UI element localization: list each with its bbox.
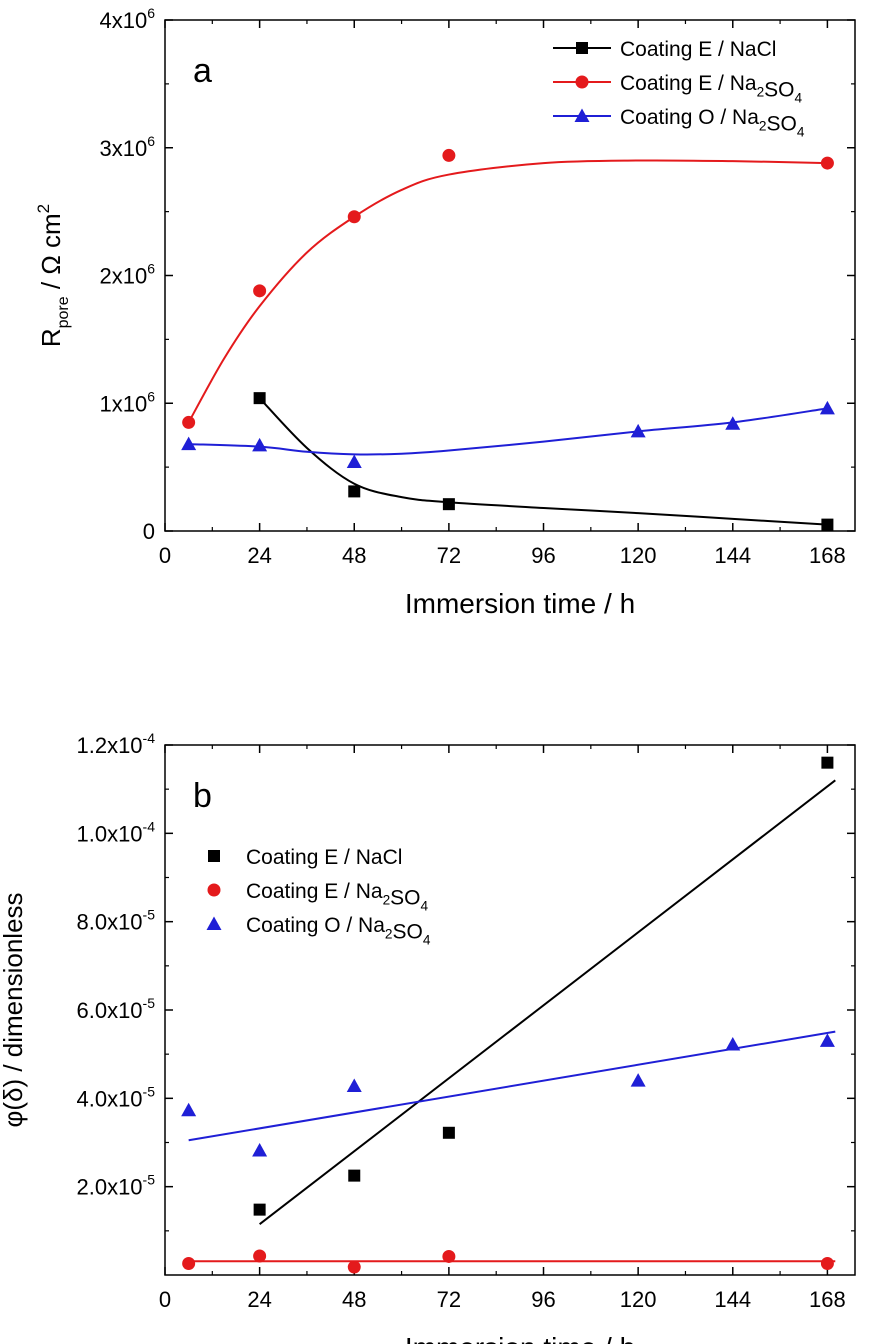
- chart-panel-a: 0 24 48 72 96 120 144 168 0 1x106 2x106 3x106 4x106 I…: [34, 5, 856, 619]
- y-tick-label: 8.0x10-5: [76, 907, 155, 935]
- x-axis-label: Immersion time / h: [405, 1332, 635, 1344]
- data-point: [181, 1102, 197, 1117]
- x-tick-label: 72: [437, 1287, 461, 1312]
- legend-label: Coating E / NaCl: [620, 38, 776, 61]
- x-tick-label: 96: [531, 1287, 555, 1312]
- legend-label: Coating O / Na2SO4: [620, 106, 805, 140]
- x-axis-label: Immersion time / h: [405, 588, 635, 619]
- data-point: [630, 1073, 646, 1087]
- y-axis-label: φ(δ) / dimensionless: [0, 892, 28, 1127]
- data-point: [182, 1257, 196, 1271]
- x-tick-label: 48: [342, 543, 366, 568]
- series-3: [181, 1030, 836, 1157]
- legend-marker: [208, 850, 220, 862]
- legend-entry: Coating E / Na2SO4: [207, 880, 429, 914]
- y-tick-label: 6.0x10-5: [76, 995, 155, 1023]
- x-tick-label: 144: [714, 1287, 751, 1312]
- legend-marker: [576, 42, 588, 54]
- data-point: [348, 1169, 361, 1182]
- data-point: [253, 1249, 267, 1263]
- data-point: [182, 415, 196, 429]
- panel-label: b: [193, 777, 212, 815]
- legend-entry: Coating O / Na2SO4: [553, 106, 805, 140]
- x-tick-label: 48: [342, 1287, 366, 1312]
- series-2: [182, 148, 834, 429]
- x-tick-label: 168: [809, 1287, 846, 1312]
- fit-curve: [258, 397, 828, 526]
- legend-entry: Coating E / NaCl: [553, 38, 776, 61]
- y-tick-label: 1x106: [99, 388, 155, 416]
- plot-frame: [164, 744, 856, 1276]
- data-point: [819, 400, 835, 415]
- data-point: [442, 1249, 456, 1263]
- data-point: [819, 1033, 835, 1047]
- data-point: [820, 156, 834, 170]
- legend-marker: [207, 883, 221, 897]
- fit-curve: [187, 159, 828, 423]
- data-point: [442, 1126, 455, 1139]
- y-tick-label: 1.2x10-4: [76, 730, 155, 758]
- y-axis-label: Rpore / Ω cm2: [34, 204, 72, 347]
- series-2: [182, 1249, 836, 1274]
- chart-panel-b: 0 24 48 72 96 120 144 168 2.0x10-5 4.0x10-5 6.0x10…: [0, 730, 856, 1344]
- plot-frame: [164, 19, 856, 532]
- data-point: [181, 436, 197, 451]
- y-tick-label: 3x106: [99, 133, 155, 161]
- data-point: [347, 210, 361, 224]
- legend-label: Coating E / Na2SO4: [246, 880, 429, 914]
- x-tick-label: 96: [531, 543, 555, 568]
- data-point: [821, 518, 834, 531]
- x-tick-label: 120: [620, 1287, 657, 1312]
- data-point: [346, 454, 362, 469]
- data-point: [253, 1203, 266, 1216]
- panel-label: a: [193, 52, 212, 90]
- y-tick-label: 4x106: [99, 5, 155, 33]
- legend-label: Coating O / Na2SO4: [246, 914, 431, 948]
- y-tick-label: 2x106: [99, 261, 155, 289]
- legend-marker: [206, 916, 222, 930]
- x-tick-label: 144: [714, 543, 751, 568]
- data-point: [820, 1257, 834, 1271]
- data-point: [347, 1260, 361, 1274]
- x-tick-label: 72: [437, 543, 461, 568]
- y-tick-label: 4.0x10-5: [76, 1083, 155, 1111]
- legend-entry: Coating E / NaCl: [208, 846, 402, 869]
- series-1: [253, 392, 834, 531]
- legend-marker: [575, 75, 589, 89]
- x-tick-label: 24: [247, 1287, 271, 1312]
- x-tick-label: 120: [620, 543, 657, 568]
- data-point: [252, 437, 268, 452]
- x-tick-label: 0: [159, 1287, 171, 1312]
- legend-marker: [574, 108, 590, 122]
- data-point: [725, 416, 741, 430]
- data-point: [725, 1036, 741, 1051]
- legend-entry: Coating O / Na2SO4: [206, 914, 431, 948]
- y-tick-label: 1.0x10-4: [76, 818, 155, 846]
- x-tick-label: 168: [809, 543, 846, 568]
- data-point: [252, 1142, 268, 1157]
- data-point: [253, 392, 266, 405]
- data-point: [442, 498, 455, 511]
- y-tick-label: 2.0x10-5: [76, 1172, 155, 1200]
- x-tick-label: 0: [159, 543, 171, 568]
- data-point: [346, 1078, 362, 1092]
- legend-entry: Coating E / Na2SO4: [553, 72, 803, 106]
- x-tick-label: 24: [247, 543, 271, 568]
- series-1: [253, 756, 836, 1226]
- data-point: [630, 423, 646, 438]
- y-tick-label: 0: [143, 519, 155, 544]
- data-point: [253, 284, 267, 298]
- series-3: [181, 400, 835, 469]
- data-point: [348, 485, 361, 498]
- data-point: [821, 756, 834, 769]
- data-point: [442, 148, 456, 162]
- fit-line: [259, 779, 836, 1226]
- legend-label: Coating E / Na2SO4: [620, 72, 803, 106]
- fit-curve: [188, 407, 828, 456]
- legend-label: Coating E / NaCl: [246, 846, 402, 869]
